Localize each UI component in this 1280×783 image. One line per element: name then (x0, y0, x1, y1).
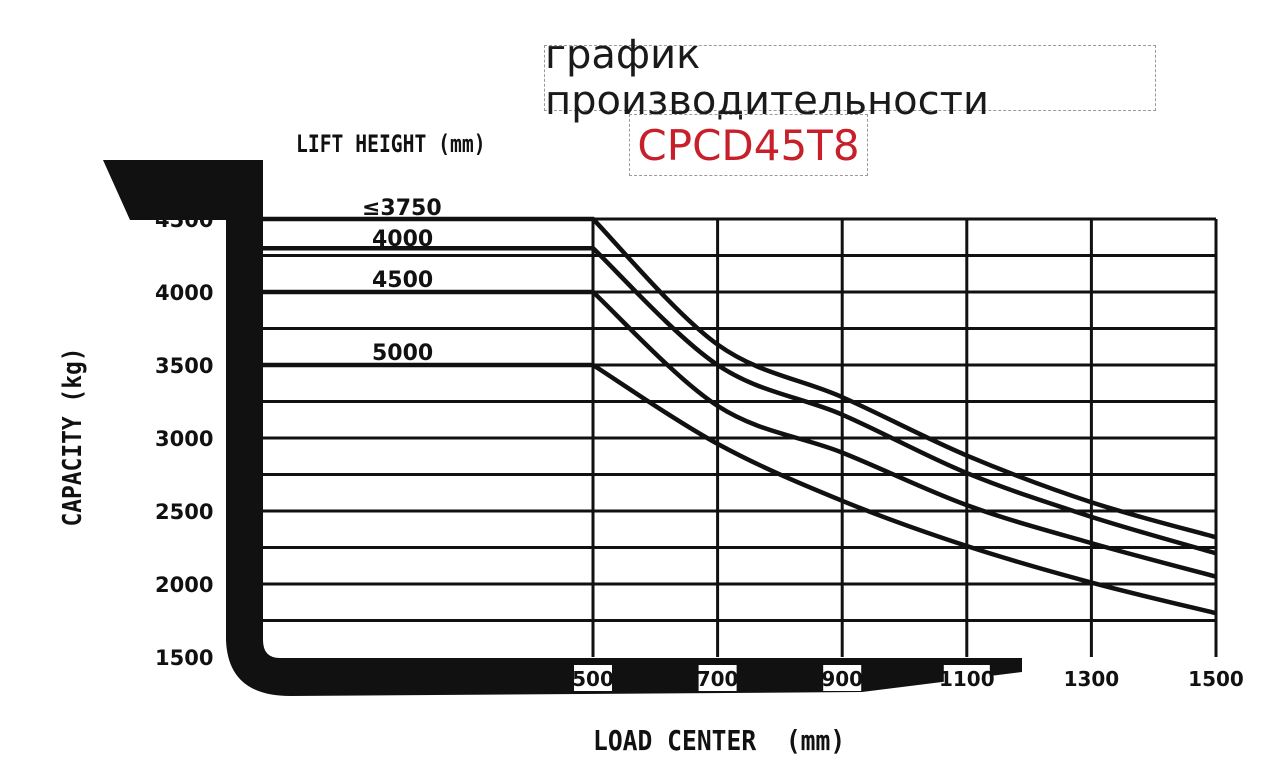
series-label: 4000 (372, 227, 433, 252)
x-tick-labels: 500 700 900 1100 1300 1500 (572, 665, 1244, 691)
series-label: ≤3750 (362, 196, 442, 221)
series-line (263, 216, 1217, 540)
y-tick-label: 4000 (155, 281, 213, 305)
series-labels: ≤3750 4000 4500 5000 (362, 196, 442, 366)
y-tick-label: 3000 (155, 427, 213, 451)
series-lines (263, 216, 1217, 616)
x-tick-label: 1300 (1064, 667, 1120, 691)
x-tick-label: 500 (572, 667, 614, 691)
x-tick-label: 1500 (1188, 667, 1244, 691)
y-tick-label: 4500 (155, 208, 213, 232)
x-tick-label: 1100 (939, 667, 995, 691)
y-tick-label: 2000 (155, 573, 213, 597)
y-tick-label: 2500 (155, 500, 213, 524)
lift-height-label: LIFT HEIGHT (mm) (296, 130, 486, 158)
series-line (263, 245, 1217, 556)
series-line (263, 289, 1217, 579)
y-tick-labels: 1500 2000 2500 3000 3500 4000 4500 (155, 208, 213, 670)
x-axis-title: LOAD CENTER (mm) (593, 724, 846, 757)
x-tick-bg (943, 665, 990, 691)
series-line (263, 362, 1217, 616)
x-tick-label: 900 (821, 667, 863, 691)
y-tick-label: 1500 (155, 646, 213, 670)
x-tick-label: 700 (697, 667, 739, 691)
x-tick-bg (574, 665, 612, 691)
fork-silhouette (103, 160, 1022, 696)
x-tick-bg (823, 665, 862, 691)
x-tick-bg (698, 665, 737, 691)
y-tick-label: 3500 (155, 354, 213, 378)
model-code: CPCD45T8 (629, 114, 868, 176)
series-label: 4500 (372, 268, 433, 293)
series-label: 5000 (372, 341, 433, 366)
